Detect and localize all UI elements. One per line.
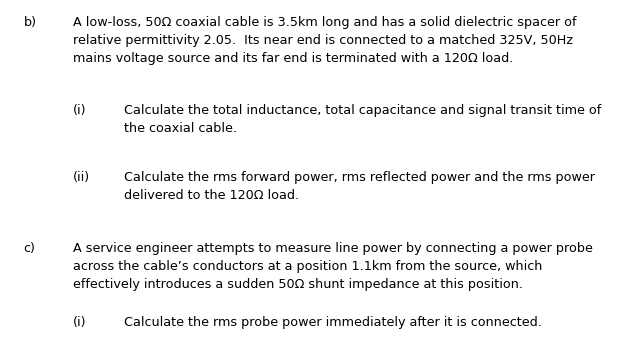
Text: A low-loss, 50Ω coaxial cable is 3.5km long and has a solid dielectric spacer of: A low-loss, 50Ω coaxial cable is 3.5km l…: [73, 16, 577, 65]
Text: b): b): [24, 16, 37, 29]
Text: (i): (i): [73, 316, 87, 329]
Text: Calculate the total inductance, total capacitance and signal transit time of
the: Calculate the total inductance, total ca…: [124, 104, 602, 135]
Text: Calculate the rms forward power, rms reflected power and the rms power
delivered: Calculate the rms forward power, rms ref…: [124, 171, 595, 201]
Text: A service engineer attempts to measure line power by connecting a power probe
ac: A service engineer attempts to measure l…: [73, 242, 593, 291]
Text: Calculate the rms probe power immediately after it is connected.: Calculate the rms probe power immediatel…: [124, 316, 542, 329]
Text: (i): (i): [73, 104, 87, 117]
Text: c): c): [24, 242, 35, 255]
Text: (ii): (ii): [73, 171, 91, 183]
